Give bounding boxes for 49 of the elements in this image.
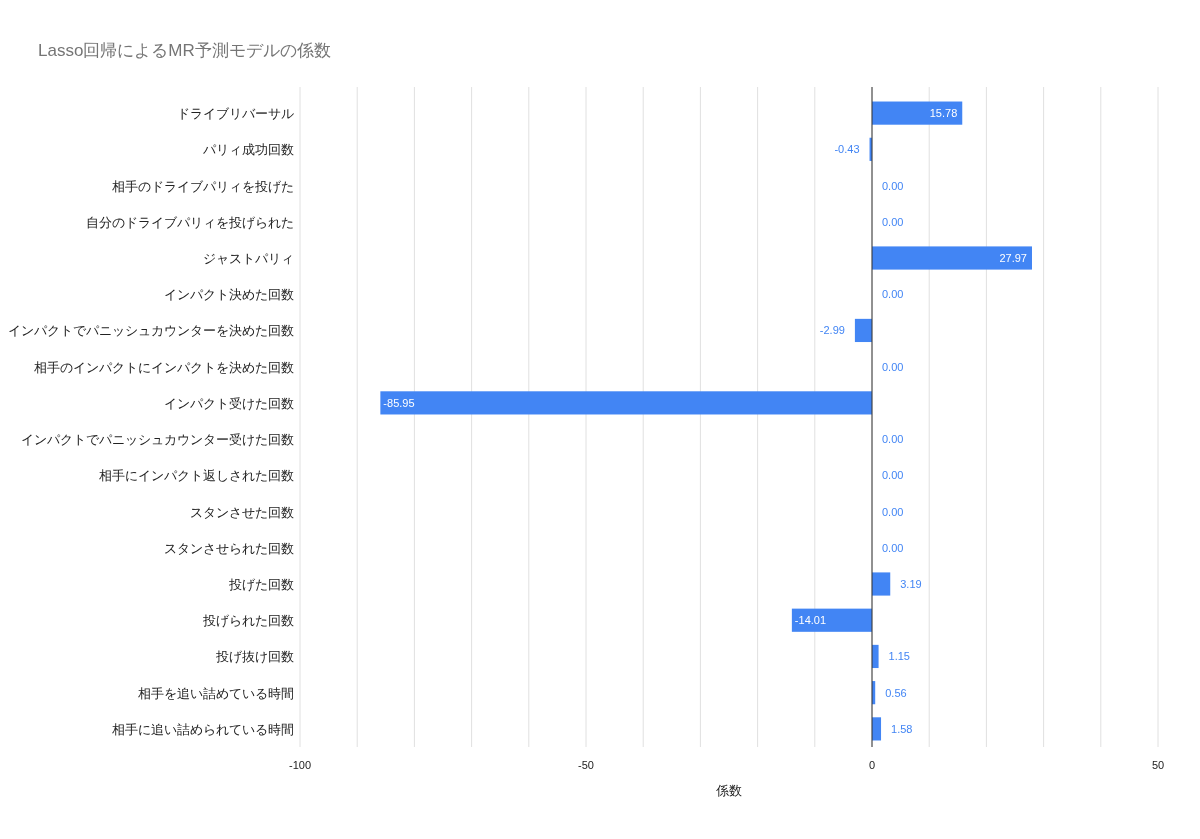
data-label: -14.01 bbox=[794, 614, 827, 627]
bar bbox=[791, 608, 872, 632]
x-tick-label: -100 bbox=[288, 759, 312, 771]
y-tick-label: 自分のドライブパリィを投げられた bbox=[86, 215, 294, 230]
data-label: 0.00 bbox=[882, 541, 904, 554]
data-label: -2.99 bbox=[819, 324, 845, 337]
data-label: 0.00 bbox=[882, 505, 904, 518]
bar bbox=[380, 391, 872, 415]
data-label: 1.15 bbox=[888, 650, 910, 663]
data-label: -0.43 bbox=[834, 143, 860, 156]
y-tick-label: スタンさせられた回数 bbox=[164, 541, 294, 556]
bar bbox=[872, 101, 963, 125]
y-tick-label: インパクトでパニッシュカウンターを決めた回数 bbox=[8, 324, 294, 339]
x-tick-label: 50 bbox=[1151, 759, 1165, 771]
data-label: 27.97 bbox=[999, 252, 1027, 264]
y-tick-label: 相手のインパクトにインパクトを決めた回数 bbox=[34, 360, 294, 375]
data-label: 0.00 bbox=[882, 288, 904, 301]
y-tick-label: インパクト決めた回数 bbox=[164, 288, 294, 303]
x-axis-title: 係数 bbox=[715, 784, 742, 798]
data-label: 0.00 bbox=[882, 433, 904, 446]
y-tick-label: 相手を追い詰めている時間 bbox=[138, 686, 294, 701]
data-label: 0.56 bbox=[885, 686, 907, 699]
x-tick-label: 0 bbox=[868, 759, 876, 771]
y-tick-label: スタンさせた回数 bbox=[190, 505, 294, 520]
data-label: 0.00 bbox=[882, 179, 904, 192]
y-tick-label: ジャストパリィ bbox=[203, 252, 294, 266]
y-tick-label: パリィ成功回数 bbox=[202, 143, 294, 158]
data-label: 0.00 bbox=[882, 360, 904, 373]
data-label: -85.95 bbox=[383, 396, 415, 409]
y-tick-label: 投げ抜け回数 bbox=[215, 650, 294, 665]
x-tick-label: -50 bbox=[578, 759, 594, 771]
y-tick-label: 相手にインパクト返しされた回数 bbox=[99, 469, 294, 484]
y-tick-label: ドライブリバーサル bbox=[177, 107, 294, 122]
y-tick-label: インパクトでパニッシュカウンター受けた回数 bbox=[21, 433, 294, 448]
y-tick-label: 投げた回数 bbox=[228, 578, 294, 592]
data-label: 0.00 bbox=[882, 469, 904, 482]
y-tick-label: 投げられた回数 bbox=[202, 614, 294, 629]
y-tick-label: 相手のドライブパリィを投げた bbox=[112, 179, 294, 194]
bar bbox=[872, 572, 891, 596]
bar bbox=[854, 318, 872, 343]
data-label: 15.78 bbox=[929, 107, 958, 120]
data-label: 0.00 bbox=[882, 215, 904, 228]
data-label: 3.19 bbox=[900, 578, 922, 590]
bar bbox=[872, 246, 1032, 270]
data-label: 1.58 bbox=[891, 722, 913, 735]
y-tick-label: インパクト受けた回数 bbox=[164, 396, 294, 411]
bar bbox=[872, 644, 879, 669]
chart-title: Lasso回帰によるMR予測モデルの係数 bbox=[38, 41, 331, 60]
y-tick-label: 相手に追い詰められている時間 bbox=[112, 722, 294, 737]
